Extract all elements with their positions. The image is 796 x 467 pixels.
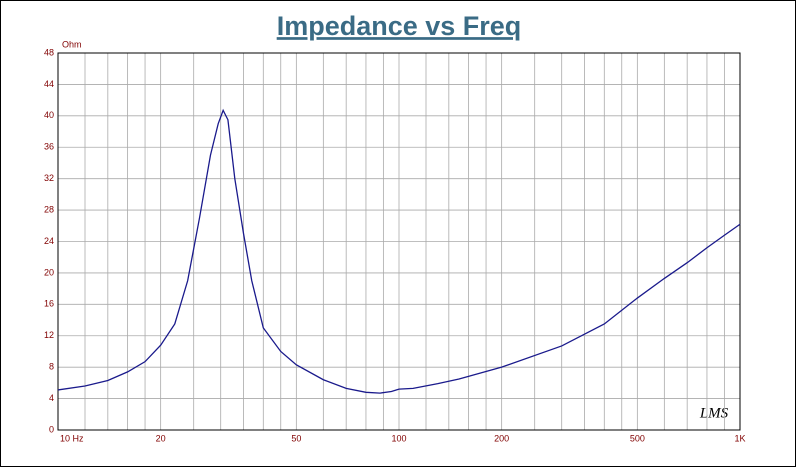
- y-tick-label: 28: [44, 204, 54, 214]
- y-tick-label: 36: [44, 142, 54, 152]
- x-tick-label: 100: [391, 433, 406, 443]
- y-tick-label: 40: [44, 110, 54, 120]
- plot-border: [57, 52, 741, 431]
- y-tick-label: 20: [44, 267, 54, 277]
- data-line: [57, 108, 741, 394]
- x-tick-label: 50: [291, 433, 301, 443]
- y-tick-label: 12: [44, 330, 54, 340]
- x-tick-label: 1K: [734, 433, 745, 443]
- y-tick-label: 48: [44, 47, 54, 57]
- chart-title: Impedance vs Freq: [277, 11, 522, 41]
- y-tick-label: 24: [44, 236, 54, 246]
- y-tick-label: 4: [49, 393, 54, 403]
- y-tick-label: 44: [44, 79, 54, 89]
- x-tick-label: 500: [630, 433, 645, 443]
- y-tick-label: 16: [44, 299, 54, 309]
- y-axis-label: Ohm: [62, 39, 82, 49]
- x-tick-label: 20: [156, 433, 166, 443]
- y-tick-label: 8: [49, 362, 54, 372]
- y-tick-label: 0: [49, 424, 54, 434]
- x-tick-label: 10 Hz: [60, 433, 84, 443]
- x-tick-label: 200: [494, 433, 509, 443]
- logo: LMS: [699, 405, 729, 421]
- y-tick-label: 32: [44, 173, 54, 183]
